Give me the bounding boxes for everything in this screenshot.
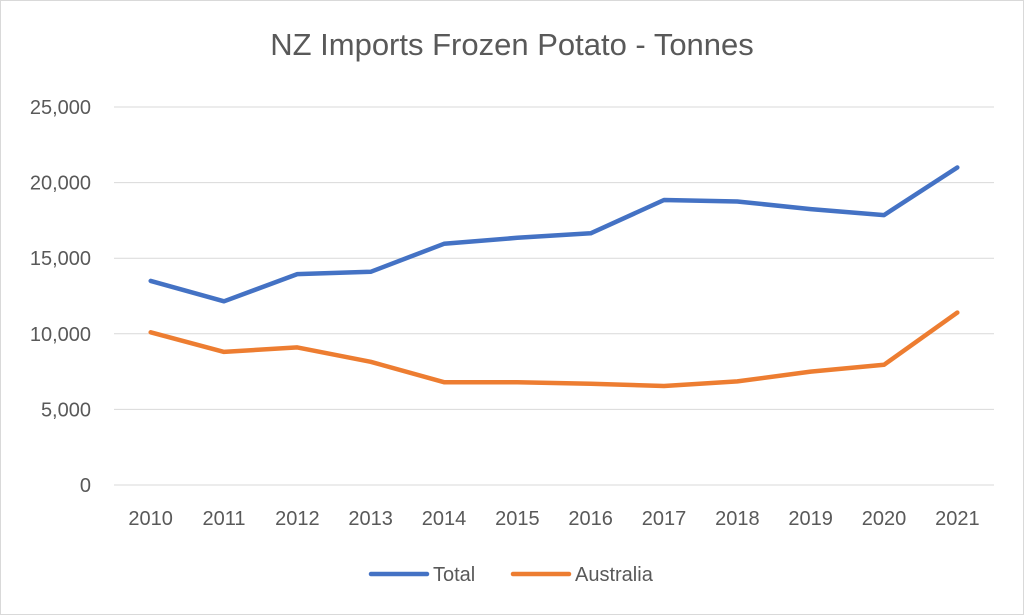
x-tick-label: 2016 xyxy=(568,508,613,530)
y-tick-label: 5,000 xyxy=(41,399,91,421)
legend-label-total: Total xyxy=(433,564,475,586)
y-tick-label: 10,000 xyxy=(30,324,91,346)
y-tick-label: 25,000 xyxy=(30,97,91,119)
x-tick-label: 2020 xyxy=(862,508,907,530)
x-tick-label: 2019 xyxy=(788,508,833,530)
legend-label-australia: Australia xyxy=(575,564,654,586)
x-tick-label: 2012 xyxy=(275,508,320,530)
x-tick-label: 2018 xyxy=(715,508,760,530)
x-tick-label: 2011 xyxy=(202,508,245,530)
y-tick-label: 0 xyxy=(80,475,91,497)
x-tick-label: 2021 xyxy=(935,508,980,530)
x-tick-label: 2015 xyxy=(495,508,540,530)
y-tick-label: 15,000 xyxy=(30,248,91,270)
x-tick-label: 2013 xyxy=(348,508,393,530)
x-tick-label: 2017 xyxy=(642,508,687,530)
chart-title: NZ Imports Frozen Potato - Tonnes xyxy=(270,27,754,62)
x-tick-label: 2010 xyxy=(128,508,173,530)
series-line-total xyxy=(148,165,960,304)
series-line-australia xyxy=(148,310,960,389)
y-tick-label: 20,000 xyxy=(30,173,91,195)
x-tick-label: 2014 xyxy=(422,508,467,530)
